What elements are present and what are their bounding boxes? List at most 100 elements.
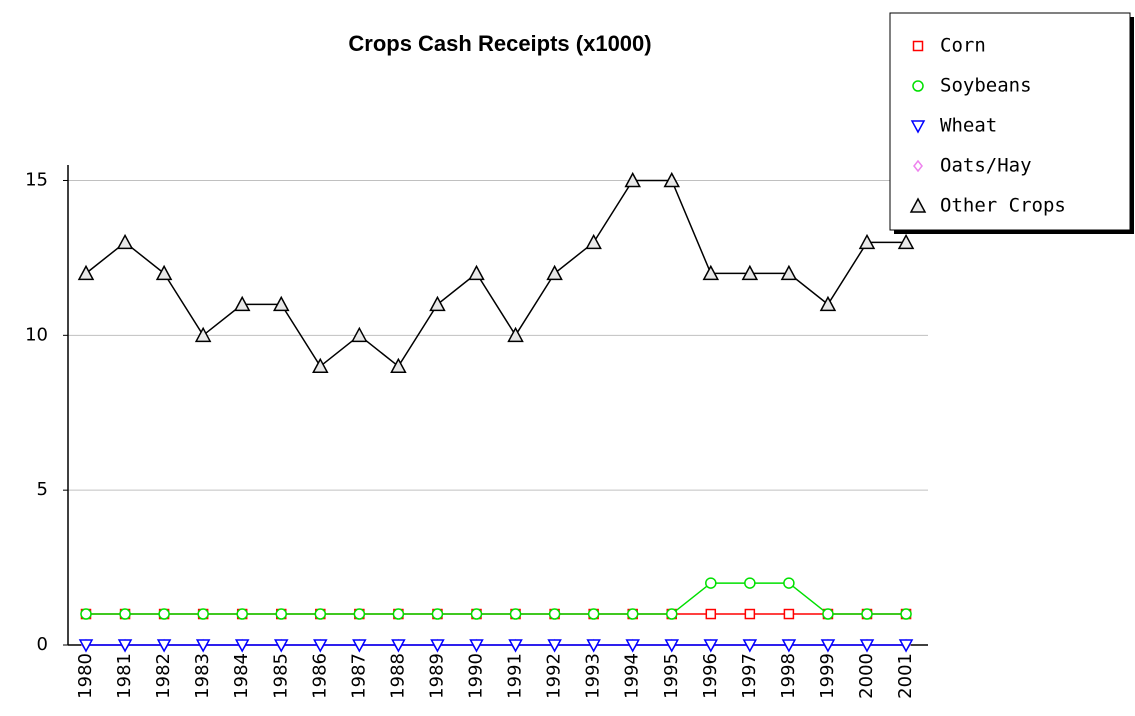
data-point — [744, 577, 756, 589]
data-point — [351, 326, 368, 343]
data-point — [547, 639, 562, 653]
data-point — [155, 264, 173, 281]
data-point — [663, 171, 681, 188]
data-point — [587, 608, 600, 620]
legend — [889, 12, 1131, 231]
data-point — [585, 233, 602, 250]
legend-marker — [913, 159, 923, 173]
data-point — [861, 608, 873, 620]
x-tick-label: 1988 — [387, 653, 408, 699]
x-tick-label: 1994 — [622, 653, 643, 699]
data-point — [470, 608, 483, 620]
data-point — [313, 639, 328, 653]
legend-label: Corn — [940, 35, 986, 57]
data-point — [314, 608, 327, 620]
series-line — [85, 179, 907, 368]
x-tick-label: 1997 — [739, 653, 760, 699]
series-line — [86, 582, 907, 615]
x-tick-label: 1996 — [700, 653, 721, 699]
data-point — [390, 357, 407, 374]
x-tick-label: 1980 — [75, 653, 96, 699]
data-point — [116, 233, 134, 250]
data-point — [898, 639, 914, 653]
data-point — [352, 639, 367, 653]
data-point — [119, 608, 131, 620]
y-tick-label: 15 — [25, 169, 48, 190]
data-point — [272, 295, 290, 312]
data-point — [507, 326, 524, 343]
x-tick-label: 1991 — [505, 653, 526, 699]
data-point — [273, 639, 289, 653]
data-point — [900, 608, 912, 620]
data-point — [781, 639, 797, 653]
data-point — [353, 608, 366, 620]
x-tick-label: 1990 — [466, 653, 487, 699]
x-tick-label: 1982 — [153, 653, 174, 699]
y-tick-label: 5 — [37, 479, 48, 500]
legend-marker — [910, 120, 926, 134]
data-point — [197, 608, 209, 620]
y-tick-label: 10 — [25, 324, 48, 345]
data-point — [429, 295, 446, 312]
data-point — [897, 233, 915, 250]
data-point — [392, 608, 405, 620]
data-point — [156, 639, 172, 653]
data-point — [859, 639, 875, 653]
data-point — [705, 608, 717, 620]
x-tick-label: 1993 — [583, 653, 604, 699]
data-point — [702, 264, 720, 281]
legend-label: Other Crops — [940, 195, 1066, 217]
data-point — [744, 608, 756, 620]
data-point — [234, 639, 250, 653]
data-point — [742, 639, 758, 653]
x-tick-label: 2001 — [895, 653, 916, 699]
x-tick-label: 1998 — [778, 653, 799, 699]
data-point — [625, 639, 640, 653]
data-point — [666, 608, 678, 620]
data-point — [664, 639, 680, 653]
data-point — [822, 608, 834, 620]
data-point — [626, 608, 639, 620]
data-point — [78, 639, 94, 653]
x-tick-label: 1992 — [544, 653, 565, 699]
x-tick-label: 1989 — [426, 653, 447, 699]
data-point — [469, 639, 484, 653]
data-point — [783, 577, 795, 589]
legend-marker — [912, 40, 924, 52]
data-point — [468, 264, 485, 281]
data-point — [194, 326, 212, 343]
data-point — [312, 357, 329, 374]
data-point — [546, 264, 563, 281]
x-tick-label: 1999 — [817, 653, 838, 699]
x-tick-label: 1981 — [114, 653, 135, 699]
data-point — [819, 295, 837, 312]
x-tick-label: 1995 — [661, 653, 682, 699]
data-point — [624, 171, 641, 188]
chart-title: Crops Cash Receipts (x1000) — [348, 31, 651, 56]
data-point — [117, 639, 133, 653]
x-tick-label: 1987 — [348, 653, 369, 699]
x-tick-label: 2000 — [856, 653, 877, 699]
data-point — [858, 233, 876, 250]
data-point — [233, 295, 251, 312]
x-tick-label: 1986 — [309, 653, 330, 699]
data-point — [430, 639, 445, 653]
legend-label: Soybeans — [940, 75, 1032, 97]
x-tick-label: 1983 — [192, 653, 213, 699]
legend-label: Wheat — [940, 115, 997, 137]
data-point — [77, 264, 95, 281]
data-point — [275, 608, 287, 620]
data-point — [548, 608, 561, 620]
data-point — [195, 639, 211, 653]
data-point — [820, 639, 836, 653]
data-point — [741, 264, 759, 281]
data-point — [80, 608, 92, 620]
data-point — [780, 264, 798, 281]
legend-marker — [912, 80, 924, 92]
x-tick-label: 1985 — [270, 653, 291, 699]
x-tick-label: 1984 — [231, 653, 252, 699]
data-point — [705, 577, 717, 589]
data-point — [508, 639, 523, 653]
